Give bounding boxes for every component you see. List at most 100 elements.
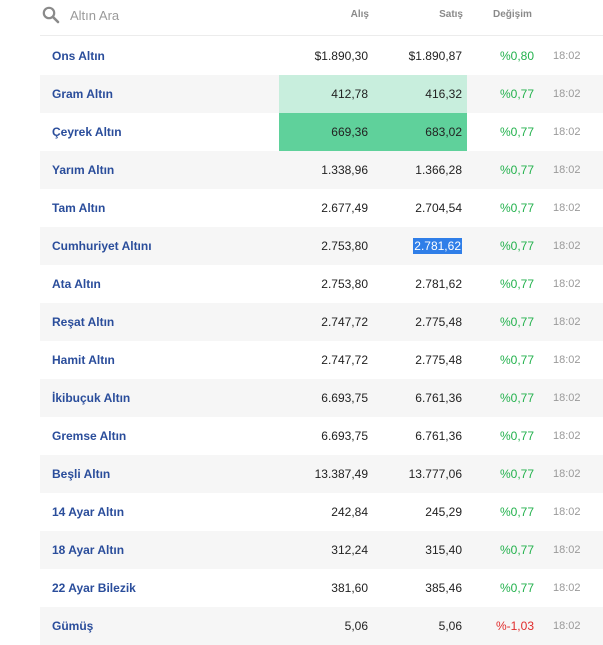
gold-name-link[interactable]: Çeyrek Altın: [52, 125, 122, 139]
buy-price: 13.387,49: [279, 455, 373, 493]
sell-price: 6.761,36: [373, 417, 467, 455]
table-row[interactable]: Ata Altın 2.753,80 2.781,62 %0,77 18:02: [40, 265, 603, 303]
table-row[interactable]: 18 Ayar Altın 312,24 315,40 %0,77 18:02: [40, 531, 603, 569]
buy-price-value: 13.387,49: [314, 467, 368, 481]
buy-price-value: $1.890,30: [314, 49, 368, 63]
change-percent: %0,77: [499, 125, 534, 139]
sell-price: 245,29: [373, 493, 467, 531]
sell-price-value: 2.781,62: [413, 238, 462, 254]
sell-price-value: 315,40: [425, 543, 462, 557]
gold-name-link[interactable]: Gram Altın: [52, 87, 113, 101]
sell-price: 683,02: [373, 113, 467, 151]
update-time: 18:02: [553, 506, 581, 518]
sell-price-value: 2.704,54: [415, 201, 462, 215]
buy-price: $1.890,30: [279, 37, 373, 75]
gold-name-link[interactable]: Tam Altın: [52, 201, 106, 215]
change-percent: %0,77: [499, 353, 534, 367]
sell-price: 315,40: [373, 531, 467, 569]
table-row[interactable]: Tam Altın 2.677,49 2.704,54 %0,77 18:02: [40, 189, 603, 227]
table-row[interactable]: Cumhuriyet Altını 2.753,80 2.781,62 %0,77 18…: [40, 227, 603, 265]
sell-price-value: 6.761,36: [415, 391, 462, 405]
table-row[interactable]: Yarım Altın 1.338,96 1.366,28 %0,77 18:02: [40, 151, 603, 189]
update-time: 18:02: [553, 278, 581, 290]
change-percent: %0,77: [499, 315, 534, 329]
table-row[interactable]: Ons Altın $1.890,30 $1.890,87 %0,80 18:02: [40, 37, 603, 75]
change-percent: %0,77: [499, 163, 534, 177]
gold-name-link[interactable]: Ons Altın: [52, 49, 105, 63]
buy-price-value: 381,60: [331, 581, 368, 595]
buy-price-value: 412,78: [331, 87, 368, 101]
table-row[interactable]: İkibuçuk Altın 6.693,75 6.761,36 %0,77 18:02: [40, 379, 603, 417]
search-icon: [42, 6, 60, 24]
change-percent: %0,77: [499, 467, 534, 481]
table-row[interactable]: Gram Altın 412,78 416,32 %0,77 18:02: [40, 75, 603, 113]
column-header-buy: Alış: [350, 9, 369, 20]
gold-name-link[interactable]: Cumhuriyet Altını: [52, 239, 152, 253]
sell-price: 2.781,62: [373, 227, 467, 265]
search-input[interactable]: [70, 4, 270, 26]
sell-price: 2.781,62: [373, 265, 467, 303]
buy-price-value: 6.693,75: [321, 429, 368, 443]
buy-price-value: 669,36: [331, 125, 368, 139]
table-row[interactable]: 14 Ayar Altın 242,84 245,29 %0,77 18:02: [40, 493, 603, 531]
gold-name-link[interactable]: Beşli Altın: [52, 467, 111, 481]
sell-price-value: 416,32: [425, 87, 462, 101]
update-time: 18:02: [553, 544, 581, 556]
change-percent: %0,80: [499, 49, 534, 63]
buy-price: 381,60: [279, 569, 373, 607]
sell-price: 13.777,06: [373, 455, 467, 493]
buy-price: 2.753,80: [279, 227, 373, 265]
table-row[interactable]: Hamit Altın 2.747,72 2.775,48 %0,77 18:02: [40, 341, 603, 379]
gold-name-link[interactable]: 22 Ayar Bilezik: [52, 581, 136, 595]
update-time: 18:02: [553, 354, 581, 366]
gold-name-link[interactable]: Gremse Altın: [52, 429, 127, 443]
gold-name-link[interactable]: Yarım Altın: [52, 163, 115, 177]
buy-price-value: 1.338,96: [321, 163, 368, 177]
sell-price-value: 683,02: [425, 125, 462, 139]
gold-name-link[interactable]: Ata Altın: [52, 277, 101, 291]
buy-price-value: 2.753,80: [321, 239, 368, 253]
sell-price-value: 1.366,28: [415, 163, 462, 177]
gold-name-link[interactable]: İkibuçuk Altın: [52, 391, 131, 405]
buy-price-value: 242,84: [331, 505, 368, 519]
column-header-change: Değişim: [493, 9, 532, 20]
table-row[interactable]: Gümüş 5,06 5,06 %-1,03 18:02: [40, 607, 603, 645]
buy-price-value: 6.693,75: [321, 391, 368, 405]
gold-name-link[interactable]: 14 Ayar Altın: [52, 505, 125, 519]
sell-price-value: 5,06: [438, 619, 462, 633]
column-header-sell: Satış: [439, 9, 463, 20]
table-row[interactable]: 22 Ayar Bilezik 381,60 385,46 %0,77 18:02: [40, 569, 603, 607]
buy-price-value: 2.747,72: [321, 353, 368, 367]
change-percent: %0,77: [499, 581, 534, 595]
update-time: 18:02: [553, 582, 581, 594]
update-time: 18:02: [553, 202, 581, 214]
table-row[interactable]: Reşat Altın 2.747,72 2.775,48 %0,77 18:02: [40, 303, 603, 341]
buy-price: 412,78: [279, 75, 373, 113]
buy-price: 5,06: [279, 607, 373, 645]
price-table: Ons Altın $1.890,30 $1.890,87 %0,80 18:02 Gra…: [40, 37, 603, 645]
gold-name-link[interactable]: Gümüş: [52, 619, 94, 633]
update-time: 18:02: [553, 620, 581, 632]
sell-price-value: 385,46: [425, 581, 462, 595]
update-time: 18:02: [553, 126, 581, 138]
update-time: 18:02: [553, 468, 581, 480]
update-time: 18:02: [553, 316, 581, 328]
buy-price-value: 5,06: [344, 619, 368, 633]
gold-name-link[interactable]: Hamit Altın: [52, 353, 115, 367]
table-row[interactable]: Beşli Altın 13.387,49 13.777,06 %0,77 18:02: [40, 455, 603, 493]
change-percent: %0,77: [499, 505, 534, 519]
change-percent: %0,77: [499, 391, 534, 405]
change-percent: %0,77: [499, 201, 534, 215]
sell-price: 385,46: [373, 569, 467, 607]
buy-price: 669,36: [279, 113, 373, 151]
gold-name-link[interactable]: Reşat Altın: [52, 315, 115, 329]
buy-price: 2.747,72: [279, 341, 373, 379]
buy-price: 6.693,75: [279, 417, 373, 455]
gold-name-link[interactable]: 18 Ayar Altın: [52, 543, 125, 557]
sell-price-value: 2.781,62: [415, 277, 462, 291]
update-time: 18:02: [553, 88, 581, 100]
update-time: 18:02: [553, 392, 581, 404]
table-row[interactable]: Gremse Altın 6.693,75 6.761,36 %0,77 18:02: [40, 417, 603, 455]
change-percent: %0,77: [499, 87, 534, 101]
table-row[interactable]: Çeyrek Altın 669,36 683,02 %0,77 18:02: [40, 113, 603, 151]
